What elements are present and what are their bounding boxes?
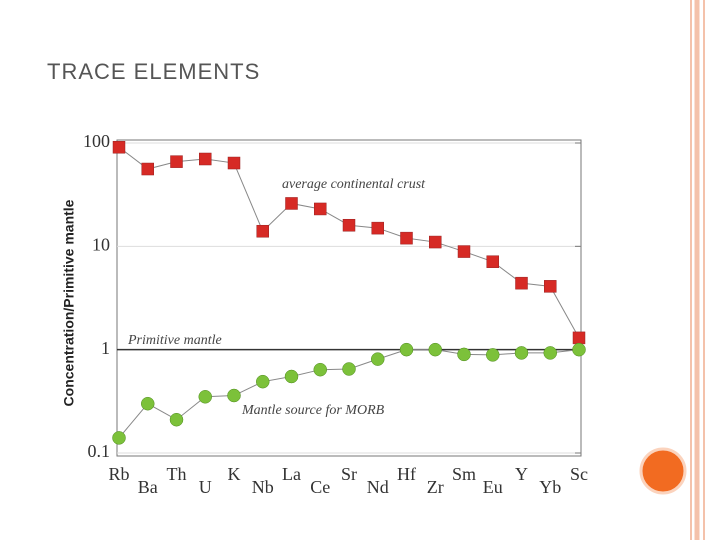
x-tick-label: Eu bbox=[483, 477, 503, 497]
x-tick-label: Sm bbox=[452, 464, 476, 484]
y-tick-label: 100 bbox=[83, 131, 110, 151]
data-point bbox=[457, 245, 471, 258]
data-point bbox=[457, 347, 471, 362]
data-point bbox=[112, 431, 126, 445]
data-point bbox=[314, 202, 327, 216]
x-tick-label: Ba bbox=[138, 477, 158, 497]
decor-circle bbox=[639, 447, 687, 495]
x-tick-label: U bbox=[199, 477, 212, 497]
plot-frame bbox=[116, 139, 582, 457]
data-point bbox=[371, 352, 385, 366]
x-tick-label: Nd bbox=[367, 477, 389, 497]
data-point bbox=[199, 152, 212, 166]
data-point bbox=[141, 396, 155, 411]
data-point bbox=[170, 155, 183, 168]
x-tick-label: Rb bbox=[108, 464, 129, 484]
data-point bbox=[169, 412, 184, 427]
x-tick-label: Hf bbox=[397, 464, 416, 484]
series-label: average continental crust bbox=[282, 177, 426, 192]
data-point bbox=[572, 331, 586, 345]
data-point bbox=[514, 346, 529, 360]
series-label: Mantle source for MORB bbox=[241, 403, 385, 418]
data-point bbox=[227, 156, 241, 170]
data-point bbox=[112, 140, 126, 154]
data-point bbox=[256, 374, 270, 389]
x-tick-label: K bbox=[228, 464, 241, 484]
data-point bbox=[342, 218, 356, 232]
data-point bbox=[399, 342, 414, 357]
y-tick-label: 1 bbox=[101, 338, 110, 358]
data-point bbox=[141, 162, 154, 176]
x-tick-label: La bbox=[282, 464, 301, 484]
data-point bbox=[543, 346, 557, 360]
x-tick-label: Yb bbox=[539, 477, 561, 497]
y-tick-label: 10 bbox=[92, 234, 110, 254]
x-tick-label: Zr bbox=[427, 477, 444, 497]
series-line bbox=[118, 146, 580, 339]
data-point bbox=[371, 221, 384, 235]
data-point bbox=[515, 276, 528, 290]
data-point bbox=[486, 255, 499, 268]
data-point bbox=[284, 369, 299, 384]
x-tick-label: Y bbox=[515, 464, 528, 484]
x-tick-label: Nb bbox=[252, 477, 274, 497]
x-tick-label: Sr bbox=[341, 464, 357, 484]
reference-label: Primitive mantle bbox=[127, 333, 222, 348]
data-point bbox=[198, 390, 212, 404]
data-point bbox=[256, 224, 269, 238]
data-point bbox=[544, 280, 557, 293]
data-point bbox=[227, 388, 241, 403]
x-tick-label: Ce bbox=[310, 477, 330, 497]
y-axis-label: Concentration/Primitive mantle bbox=[61, 199, 77, 406]
data-point bbox=[342, 362, 356, 376]
data-point bbox=[313, 362, 327, 377]
data-point bbox=[572, 342, 586, 357]
y-tick-label: 0.1 bbox=[88, 441, 111, 461]
data-point bbox=[486, 348, 500, 362]
data-point bbox=[428, 342, 442, 357]
x-tick-label: Sc bbox=[570, 464, 588, 484]
data-point bbox=[429, 235, 442, 249]
x-tick-label: Th bbox=[167, 464, 187, 484]
data-point bbox=[400, 231, 413, 245]
data-point bbox=[285, 197, 298, 210]
slide-title: TRACE ELEMENTS bbox=[47, 59, 260, 84]
